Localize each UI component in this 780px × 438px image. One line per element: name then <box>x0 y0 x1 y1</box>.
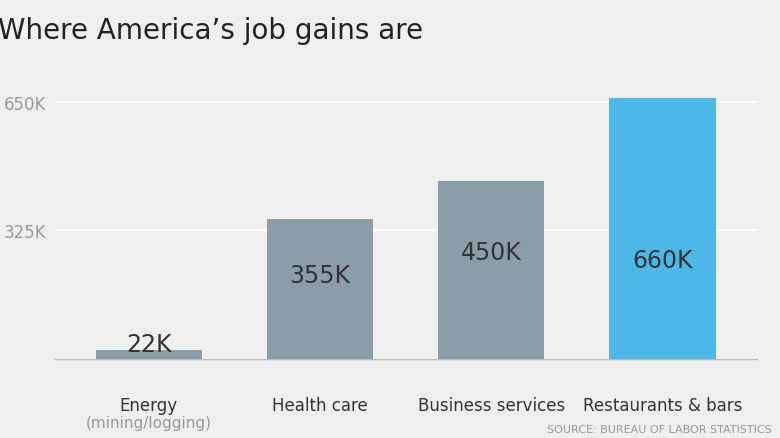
Text: 450K: 450K <box>461 240 522 265</box>
Bar <box>267 219 373 359</box>
Text: 355K: 355K <box>289 263 350 287</box>
Text: Health care: Health care <box>272 396 368 413</box>
Text: Restaurants & bars: Restaurants & bars <box>583 396 742 413</box>
Text: 22K: 22K <box>126 332 172 357</box>
Text: Business services: Business services <box>417 396 565 413</box>
Text: Where America’s job gains are: Where America’s job gains are <box>0 17 424 45</box>
Bar <box>609 99 715 359</box>
Bar <box>438 181 544 359</box>
Text: (mining/logging): (mining/logging) <box>86 415 212 430</box>
Bar <box>96 350 202 359</box>
Text: 660K: 660K <box>632 248 693 272</box>
Text: Energy: Energy <box>119 396 178 413</box>
Text: SOURCE: BUREAU OF LABOR STATISTICS: SOURCE: BUREAU OF LABOR STATISTICS <box>548 424 772 434</box>
